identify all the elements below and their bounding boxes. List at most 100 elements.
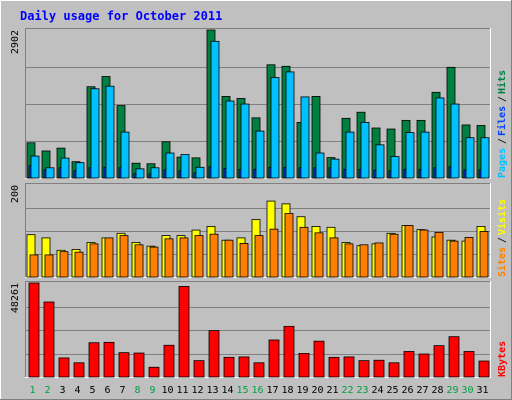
bar-kbytes bbox=[88, 342, 100, 378]
bar-kbytes bbox=[58, 357, 70, 378]
x-tick-label: 18 bbox=[281, 385, 293, 396]
bar-sites bbox=[464, 237, 474, 278]
x-tick-label: 1 bbox=[29, 385, 35, 396]
bar-sites bbox=[374, 242, 384, 278]
bar-sites bbox=[344, 243, 354, 278]
bar-kbytes bbox=[148, 366, 160, 378]
bar-kbytes bbox=[283, 325, 295, 378]
x-tick-label: 26 bbox=[401, 385, 413, 396]
bar-kbytes bbox=[343, 356, 355, 378]
bar-pages bbox=[330, 158, 340, 179]
legend: Pages / Files / Hits bbox=[496, 70, 508, 178]
x-tick-label: 3 bbox=[59, 385, 65, 396]
x-tick-label: 15 bbox=[236, 385, 248, 396]
bar-pages bbox=[255, 130, 265, 179]
bar-kbytes bbox=[358, 360, 370, 378]
bar-kbytes bbox=[478, 360, 490, 378]
bar-kbytes bbox=[163, 344, 175, 378]
x-tick-label: 27 bbox=[416, 385, 428, 396]
bar-kbytes bbox=[403, 351, 415, 378]
bar-kbytes bbox=[103, 341, 115, 378]
x-tick-label: 5 bbox=[89, 385, 95, 396]
bar-pages bbox=[150, 167, 160, 179]
bar-pages bbox=[165, 152, 175, 179]
panel-sites-visits: 200 Sites / Visits bbox=[10, 183, 508, 278]
chart-title: Daily usage for October 2011 bbox=[20, 9, 222, 23]
x-axis-labels: 1 2 3 4 5 6 7 8 9 10 11 12 13 14 15 16 17 18 19 20 21 22 23 24 2… bbox=[29, 385, 488, 396]
x-tick-label: 13 bbox=[206, 385, 218, 396]
bar-pages bbox=[360, 122, 370, 179]
chart-panels: 2902 Pages / Files / Hits 200 Sites / Visits 48261… bbox=[10, 28, 508, 378]
bar-sites bbox=[179, 237, 189, 278]
bar-pages bbox=[420, 131, 430, 179]
bar-kbytes bbox=[268, 339, 280, 378]
x-tick-label: 20 bbox=[311, 385, 323, 396]
x-tick-label: 23 bbox=[356, 385, 368, 396]
bar-kbytes bbox=[118, 352, 130, 378]
bar-sites bbox=[299, 226, 309, 278]
bar-kbytes bbox=[433, 345, 445, 378]
bar-pages bbox=[60, 157, 70, 179]
bar-sites bbox=[254, 235, 264, 278]
legend: KBytes bbox=[497, 341, 508, 377]
bar-kbytes bbox=[28, 282, 40, 378]
bars bbox=[26, 29, 490, 179]
x-tick-label: 16 bbox=[251, 385, 263, 396]
legend-entry: Visits bbox=[496, 199, 508, 235]
legend-entry: Hits bbox=[496, 70, 508, 94]
bar-kbytes bbox=[178, 286, 190, 378]
bar-kbytes bbox=[73, 362, 85, 378]
x-tick-label: 21 bbox=[326, 385, 338, 396]
bar-sites bbox=[419, 229, 429, 278]
bar-sites bbox=[404, 225, 414, 278]
bar-sites bbox=[164, 238, 174, 278]
x-tick-label: 28 bbox=[431, 385, 443, 396]
bar-sites bbox=[239, 243, 249, 278]
y-max-label: 48261 bbox=[10, 283, 21, 313]
legend-entry: Pages bbox=[497, 148, 508, 178]
bar-pages bbox=[90, 88, 100, 179]
bar-sites bbox=[89, 243, 99, 278]
bar-pages bbox=[315, 152, 325, 179]
bar-kbytes bbox=[238, 356, 250, 378]
bar-kbytes bbox=[328, 356, 340, 378]
x-tick-label: 8 bbox=[134, 385, 140, 396]
x-tick-label: 22 bbox=[341, 385, 353, 396]
bar-pages bbox=[465, 137, 475, 179]
bar-sites bbox=[284, 213, 294, 278]
bar-sites bbox=[74, 251, 84, 278]
bar-sites bbox=[314, 232, 324, 278]
bar-kbytes bbox=[43, 301, 55, 378]
bar-sites bbox=[389, 233, 399, 278]
x-tick-label: 31 bbox=[476, 385, 488, 396]
bar-sites bbox=[329, 237, 339, 278]
panel-kbytes: 48261 KBytes bbox=[10, 281, 508, 378]
bar-kbytes bbox=[448, 336, 460, 378]
legend-entry: Sites bbox=[496, 247, 508, 277]
bar-kbytes bbox=[373, 359, 385, 378]
bar-pages bbox=[285, 71, 295, 179]
legend-separator: / bbox=[497, 237, 508, 243]
y-max-label: 200 bbox=[10, 185, 21, 203]
bar-pages bbox=[120, 131, 130, 179]
bar-pages bbox=[75, 162, 85, 179]
bar-kbytes bbox=[418, 353, 430, 378]
bar-pages bbox=[450, 103, 460, 179]
bar-pages bbox=[480, 137, 490, 179]
bar-kbytes bbox=[253, 362, 265, 378]
bar-pages bbox=[45, 167, 55, 179]
bar-pages bbox=[390, 156, 400, 179]
bars bbox=[28, 282, 490, 378]
bar-pages bbox=[240, 103, 250, 179]
x-tick-label: 25 bbox=[386, 385, 398, 396]
bar-kbytes bbox=[388, 362, 400, 378]
x-tick-label: 10 bbox=[161, 385, 173, 396]
bar-sites bbox=[59, 251, 69, 278]
x-tick-label: 4 bbox=[74, 385, 80, 396]
bar-kbytes bbox=[313, 340, 325, 378]
bar-sites bbox=[194, 235, 204, 278]
bar-sites bbox=[149, 246, 159, 278]
bar-pages bbox=[105, 85, 115, 179]
bar-sites bbox=[434, 231, 444, 278]
